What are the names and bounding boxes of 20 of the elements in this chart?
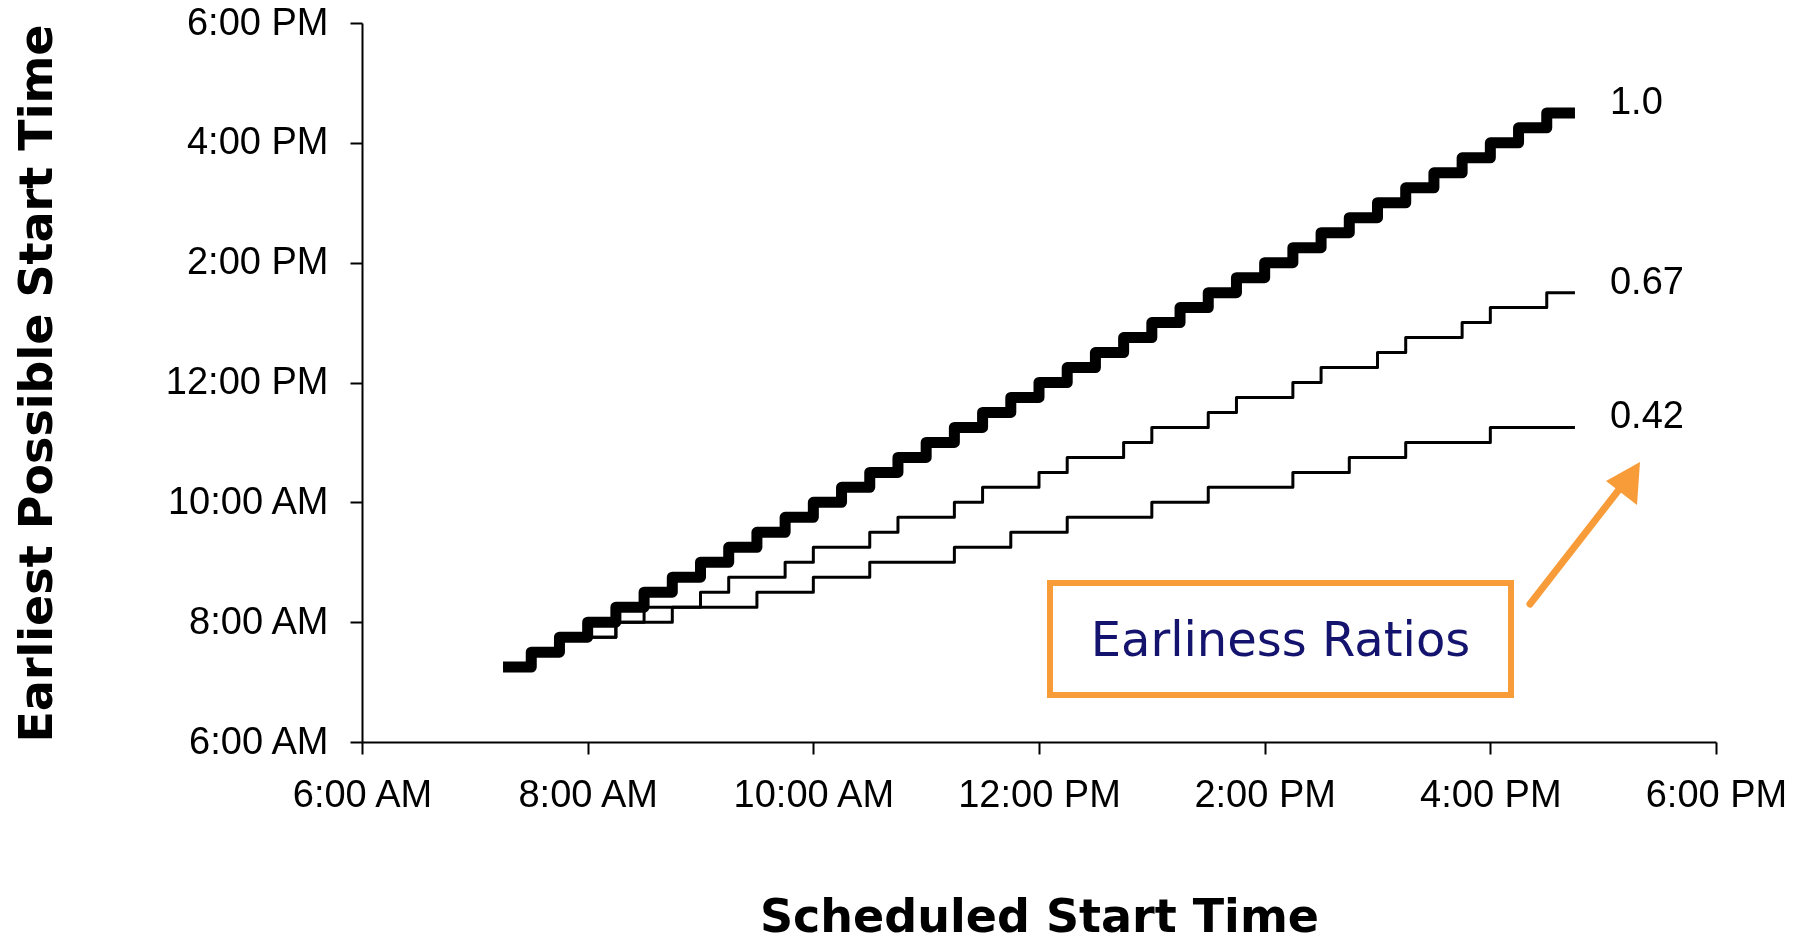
x-tick-label: 10:00 AM: [733, 772, 895, 815]
x-tick-label: 2:00 PM: [1194, 772, 1336, 815]
y-axis-title: Earliest Possible Start Time: [8, 24, 63, 743]
y-tick-label: 6:00 PM: [186, 0, 329, 43]
y-tick-label: 12:00 PM: [165, 360, 329, 402]
y-tick-label: 8:00 AM: [189, 599, 329, 642]
x-tick-label: 6:00 PM: [1645, 772, 1788, 815]
x-tick-label: 4:00 PM: [1420, 772, 1562, 815]
y-tick-label: 10:00 AM: [167, 479, 329, 522]
series-label: 0.42: [1609, 394, 1684, 437]
y-tick-label: 6:00 AM: [189, 719, 329, 762]
y-tick-label: 2:00 PM: [186, 240, 329, 283]
series-label: 0.67: [1609, 259, 1684, 302]
annotation: Earliness Ratios: [1047, 580, 1514, 698]
series-label: 1.0: [1609, 79, 1663, 122]
x-tick-label: 12:00 PM: [958, 772, 1121, 815]
x-axis-title: Scheduled Start Time: [759, 888, 1320, 943]
y-tick-label: 4:00 PM: [186, 120, 329, 163]
x-tick-label: 8:00 AM: [518, 772, 658, 815]
x-tick-label: 6:00 AM: [292, 772, 433, 815]
